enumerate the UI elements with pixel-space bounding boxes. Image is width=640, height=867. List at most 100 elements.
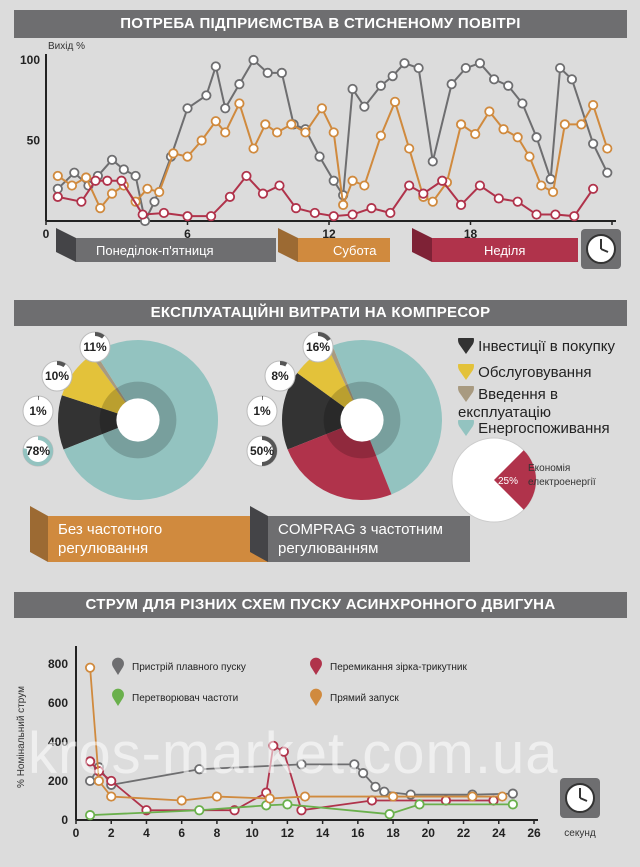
savings-label: Економія електроенергії xyxy=(528,463,596,488)
data-point xyxy=(268,740,279,751)
y-tick-label: 50 xyxy=(27,134,41,148)
data-point xyxy=(299,791,311,802)
data-point xyxy=(493,193,504,204)
data-point xyxy=(503,80,514,91)
data-point xyxy=(569,211,580,222)
data-point xyxy=(296,759,307,770)
data-point xyxy=(389,96,401,107)
data-point xyxy=(536,180,547,191)
data-point xyxy=(413,62,424,74)
data-point xyxy=(474,180,486,191)
data-point xyxy=(106,188,118,199)
badge-inner xyxy=(46,365,68,387)
data-point xyxy=(90,175,101,186)
data-point xyxy=(531,209,542,220)
legend-entry: Перетворювач частоти xyxy=(112,688,238,706)
data-point xyxy=(220,127,231,138)
x-tick-label: 4 xyxy=(143,826,150,840)
badge-inner xyxy=(269,365,291,387)
badge-right: 1% xyxy=(246,395,278,427)
data-point xyxy=(418,188,429,199)
data-point xyxy=(248,143,259,154)
data-point xyxy=(385,207,396,219)
watermark: kros-market.com.ua xyxy=(28,721,559,786)
badge-label: 10% xyxy=(45,369,69,383)
data-point xyxy=(154,186,165,198)
pie-slice xyxy=(61,355,138,420)
data-point xyxy=(375,80,386,91)
data-point xyxy=(286,119,297,130)
data-point xyxy=(446,79,457,90)
data-point xyxy=(95,203,106,214)
data-point xyxy=(474,58,486,69)
legend-marker xyxy=(309,657,322,675)
data-point xyxy=(512,196,523,207)
data-point xyxy=(102,175,113,186)
compressed-air-demand-chart: Вихід %5010006121824 xyxy=(20,41,619,238)
legend-investment: Інвестиції в покупку xyxy=(458,332,615,356)
caption-right-text: COMPRAG з частотним регулюванням xyxy=(278,521,443,557)
data-point xyxy=(460,62,471,74)
data-point xyxy=(248,54,259,66)
data-point xyxy=(106,791,117,802)
badge-label: 1% xyxy=(253,404,271,418)
day-tab-weekdays-label: Понеділок-п'ятниця xyxy=(96,243,214,258)
pie-slice xyxy=(332,340,442,495)
data-point xyxy=(517,98,528,109)
pie-slice xyxy=(282,372,362,450)
data-point xyxy=(531,132,542,143)
data-point xyxy=(328,175,339,186)
x-tick-label: 22 xyxy=(457,826,471,840)
data-point xyxy=(328,211,339,222)
data-point xyxy=(497,791,508,802)
caption-right: COMPRAG з частотним регулюванням xyxy=(250,506,470,562)
data-point xyxy=(224,191,236,202)
data-point xyxy=(182,151,193,162)
data-point xyxy=(384,809,395,820)
panel1-title: ПОТРЕБА ПІДПРИЄМСТВА В СТИСНЕНОМУ ПОВІТР… xyxy=(120,15,521,32)
data-point xyxy=(314,151,325,162)
data-point xyxy=(359,101,370,112)
badge-label: 1% xyxy=(29,404,47,418)
data-point xyxy=(399,58,410,69)
day-tab-sunday-label: Неділя xyxy=(484,243,526,258)
data-point xyxy=(309,207,320,219)
badge-left: 78% xyxy=(22,435,54,467)
data-point xyxy=(375,130,386,141)
y-tick-label: 100 xyxy=(20,53,40,67)
data-point xyxy=(588,183,599,194)
data-point xyxy=(338,199,349,210)
badge-label: 78% xyxy=(26,444,50,458)
pie-slice xyxy=(57,395,138,450)
data-point xyxy=(182,211,193,222)
x-tick-label: 12 xyxy=(281,826,295,840)
badge-left: 10% xyxy=(41,360,73,392)
donut-with-vfd xyxy=(282,340,442,500)
legend-entry: Перемикання зірка-трикутник xyxy=(309,657,467,675)
data-point xyxy=(196,135,207,146)
data-point xyxy=(264,793,275,804)
data-point xyxy=(512,132,523,143)
badge-inner xyxy=(307,336,329,358)
data-point xyxy=(498,124,509,135)
caption-left-text: Без частотного регулювання xyxy=(58,521,163,557)
data-point xyxy=(488,795,499,806)
data-point xyxy=(370,781,381,792)
donut-hole xyxy=(340,398,384,442)
data-point xyxy=(366,203,377,214)
data-point xyxy=(272,127,283,138)
x-tick-label: 6 xyxy=(178,826,185,840)
series-line xyxy=(57,174,594,218)
data-point xyxy=(524,151,535,162)
legend-label: Прямий запуск xyxy=(330,693,399,704)
data-point xyxy=(300,127,311,138)
data-point xyxy=(328,127,339,138)
donut-hole xyxy=(116,398,160,442)
data-point xyxy=(588,138,599,149)
data-point xyxy=(137,209,148,220)
x-tick-label: 2 xyxy=(108,826,115,840)
badge-left: 11% xyxy=(79,331,111,363)
data-point xyxy=(118,164,129,175)
data-point xyxy=(559,119,570,130)
badge-inner xyxy=(251,400,273,422)
